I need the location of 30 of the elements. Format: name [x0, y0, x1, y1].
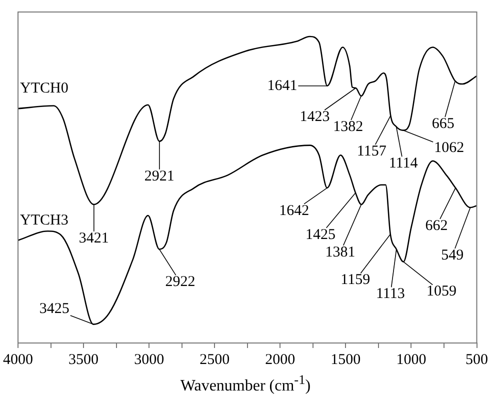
annotation: 1059 — [426, 284, 456, 300]
annotation: 1425 — [306, 226, 336, 243]
annotation: 662 — [425, 218, 448, 234]
x-tick-label: 1000 — [396, 352, 426, 368]
annotation: 1381 — [325, 244, 356, 260]
x-tick-label: 3000 — [134, 352, 164, 368]
annotation: 1113 — [376, 286, 405, 302]
annotation: 1062 — [434, 140, 464, 156]
annotation: 1642 — [279, 202, 310, 219]
annotation: 3425 — [39, 301, 70, 318]
series-label: YTCH0 — [20, 80, 68, 96]
annotation: 1157 — [356, 144, 387, 160]
annotation: 549 — [441, 247, 464, 264]
annotation: 2921 — [144, 168, 174, 184]
x-tick-label: 2000 — [265, 352, 296, 368]
annotation: 665 — [432, 116, 454, 132]
annotation: 2922 — [165, 274, 196, 290]
annotation: 1114 — [388, 156, 418, 172]
x-tick-label: 500 — [466, 352, 488, 368]
x-axis-title: Wavenumber (cm$^{-1}$) — [179, 372, 312, 396]
x-tick-label: 4000 — [3, 352, 33, 368]
annotation: 1423 — [300, 108, 330, 125]
annotation: 1159 — [340, 272, 370, 288]
x-tick-label: 1500 — [330, 352, 361, 368]
annotation: 3421 — [78, 230, 109, 246]
x-tick-label: 2500 — [200, 352, 230, 368]
legend-label: YTCH3 — [20, 212, 68, 228]
annotation: 1641 — [267, 78, 298, 94]
x-tick-label: 3500 — [68, 352, 99, 368]
annotation: 1382 — [333, 118, 364, 135]
